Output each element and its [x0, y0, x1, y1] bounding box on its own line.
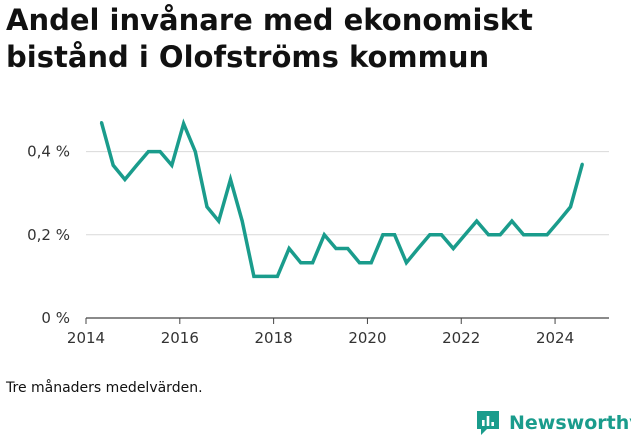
data-point: [170, 163, 174, 167]
data-point: [404, 261, 408, 265]
data-point: [287, 247, 291, 251]
series-group: [99, 118, 584, 279]
x-tick-label: 2018: [255, 329, 293, 347]
data-point: [357, 261, 361, 265]
data-point: [369, 261, 373, 265]
data-point: [311, 261, 315, 265]
data-point: [146, 150, 150, 154]
data-point: [381, 233, 385, 237]
data-point: [557, 219, 561, 223]
data-point: [486, 233, 490, 237]
data-point: [334, 247, 338, 251]
data-point: [228, 177, 232, 181]
data-point: [463, 233, 467, 237]
newsworthy-logo-icon: [477, 411, 499, 435]
data-point: [440, 233, 444, 237]
brand-logo: Newsworthy: [475, 407, 631, 439]
x-tick-label: 2016: [161, 329, 199, 347]
data-point: [299, 261, 303, 265]
data-point: [275, 274, 279, 278]
data-point: [545, 233, 549, 237]
y-axis-ticks: 0 % 0,2 % 0,4 %: [27, 143, 70, 327]
data-point: [451, 247, 455, 251]
data-point: [322, 233, 326, 237]
data-point: [569, 205, 573, 209]
x-tick-label: 2024: [536, 329, 574, 347]
data-point: [416, 247, 420, 251]
data-point: [123, 177, 127, 181]
data-point: [428, 233, 432, 237]
x-axis-ticks: 2014 2016 2018 2020 2022 2024: [67, 318, 574, 347]
data-point: [580, 162, 584, 166]
data-point: [240, 219, 244, 223]
chart-caption: Tre månaders medelvärden.: [6, 380, 203, 396]
data-point: [522, 233, 526, 237]
data-point: [346, 247, 350, 251]
chart-title: Andel invånare med ekonomiskt bistånd i …: [6, 3, 533, 74]
data-point: [182, 122, 186, 126]
data-point: [533, 233, 537, 237]
x-tick-label: 2020: [348, 329, 386, 347]
data-point: [475, 219, 479, 223]
data-point: [510, 219, 514, 223]
brand-name: Newsworthy: [509, 412, 631, 434]
y-tick-label: 0 %: [41, 309, 70, 327]
y-tick-label: 0,4 %: [27, 143, 70, 161]
data-point: [252, 274, 256, 278]
data-point: [135, 163, 139, 167]
data-point: [217, 219, 221, 223]
data-point: [111, 163, 115, 167]
y-tick-label: 0,2 %: [27, 226, 70, 244]
x-tick-label: 2022: [442, 329, 480, 347]
data-point: [205, 205, 209, 209]
data-point: [158, 150, 162, 154]
data-point: [193, 150, 197, 154]
data-point: [498, 233, 502, 237]
data-point: [264, 274, 268, 278]
x-tick-label: 2014: [67, 329, 105, 347]
data-point: [99, 120, 103, 124]
series-line: [99, 118, 584, 279]
data-point: [393, 233, 397, 237]
